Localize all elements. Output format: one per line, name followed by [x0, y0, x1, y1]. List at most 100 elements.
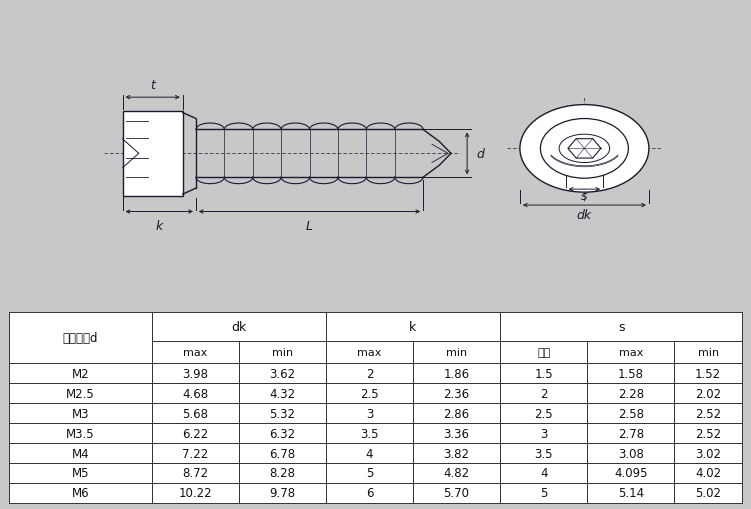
Bar	[152, 463, 239, 483]
Text: k: k	[155, 219, 163, 233]
Bar	[500, 363, 587, 383]
Bar	[674, 463, 742, 483]
Bar	[413, 443, 500, 463]
Text: 2.58: 2.58	[618, 407, 644, 420]
Bar	[413, 483, 500, 503]
Bar	[413, 403, 500, 423]
Text: 2.52: 2.52	[695, 427, 721, 440]
Bar	[587, 463, 674, 483]
Text: 5.70: 5.70	[444, 487, 469, 499]
Bar	[9, 363, 152, 383]
Bar	[674, 423, 742, 443]
Text: 2.52: 2.52	[695, 407, 721, 420]
Bar	[122, 112, 182, 196]
Text: k: k	[409, 320, 417, 333]
Bar	[413, 423, 500, 443]
Bar	[239, 342, 326, 363]
Bar	[152, 363, 239, 383]
Text: 9.78: 9.78	[269, 487, 295, 499]
Text: 4: 4	[366, 446, 373, 460]
Text: max: max	[357, 348, 382, 357]
Text: 公称: 公称	[537, 348, 550, 357]
Text: 4.095: 4.095	[614, 467, 647, 479]
Text: 3: 3	[366, 407, 373, 420]
Bar	[674, 342, 742, 363]
Text: 4.68: 4.68	[182, 387, 208, 400]
Bar	[500, 423, 587, 443]
Bar	[152, 483, 239, 503]
Text: 公称直径d: 公称直径d	[62, 331, 98, 344]
Bar	[500, 403, 587, 423]
Bar	[9, 383, 152, 403]
Bar	[587, 403, 674, 423]
Text: L: L	[306, 219, 313, 233]
Text: 5.02: 5.02	[695, 487, 721, 499]
Bar	[587, 483, 674, 503]
Bar	[239, 483, 326, 503]
Text: s: s	[618, 320, 624, 333]
Bar	[674, 483, 742, 503]
Text: 2.86: 2.86	[444, 407, 469, 420]
Bar	[326, 363, 413, 383]
Text: 3.5: 3.5	[360, 427, 379, 440]
Text: 8.72: 8.72	[182, 467, 208, 479]
Bar	[413, 383, 500, 403]
Bar	[152, 443, 239, 463]
Text: 6.78: 6.78	[269, 446, 295, 460]
Text: 4: 4	[540, 467, 547, 479]
Text: 3.82: 3.82	[444, 446, 469, 460]
Bar	[9, 312, 152, 363]
Text: 6.22: 6.22	[182, 427, 208, 440]
Bar	[326, 342, 413, 363]
Bar	[239, 463, 326, 483]
Bar	[500, 463, 587, 483]
Text: 6.32: 6.32	[269, 427, 295, 440]
Text: 1.58: 1.58	[618, 367, 644, 380]
Text: 1.5: 1.5	[535, 367, 553, 380]
Bar	[9, 423, 152, 443]
Text: 6: 6	[366, 487, 373, 499]
Text: min: min	[698, 348, 719, 357]
Bar	[9, 483, 152, 503]
Text: 5.68: 5.68	[182, 407, 208, 420]
Bar	[413, 363, 500, 383]
Bar	[500, 383, 587, 403]
Text: M2.5: M2.5	[66, 387, 95, 400]
Text: 2: 2	[540, 387, 547, 400]
Text: d: d	[477, 148, 484, 160]
Text: dk: dk	[577, 208, 592, 221]
Bar	[587, 443, 674, 463]
Bar	[152, 383, 239, 403]
Bar	[500, 342, 587, 363]
Text: 3.98: 3.98	[182, 367, 208, 380]
Text: 3.5: 3.5	[535, 446, 553, 460]
Text: 3: 3	[540, 427, 547, 440]
Text: 4.02: 4.02	[695, 467, 721, 479]
Bar	[9, 403, 152, 423]
Text: 2.28: 2.28	[618, 387, 644, 400]
Text: 1.86: 1.86	[444, 367, 469, 380]
Text: 5.32: 5.32	[270, 407, 295, 420]
Text: M3: M3	[71, 407, 89, 420]
Bar	[9, 463, 152, 483]
Text: t: t	[150, 79, 155, 92]
Bar	[500, 443, 587, 463]
Text: s: s	[581, 190, 587, 203]
Bar	[239, 383, 326, 403]
Text: dk: dk	[231, 320, 246, 333]
Text: 7.22: 7.22	[182, 446, 208, 460]
Bar	[152, 423, 239, 443]
Text: 2.5: 2.5	[535, 407, 553, 420]
Text: 5: 5	[366, 467, 373, 479]
Circle shape	[541, 119, 629, 179]
Bar	[152, 342, 239, 363]
Bar	[326, 463, 413, 483]
Bar	[674, 363, 742, 383]
Bar	[326, 483, 413, 503]
Bar	[9, 443, 152, 463]
Text: min: min	[272, 348, 293, 357]
Text: 4.32: 4.32	[269, 387, 295, 400]
Text: 2.02: 2.02	[695, 387, 721, 400]
Bar	[152, 403, 239, 423]
Bar	[239, 363, 326, 383]
